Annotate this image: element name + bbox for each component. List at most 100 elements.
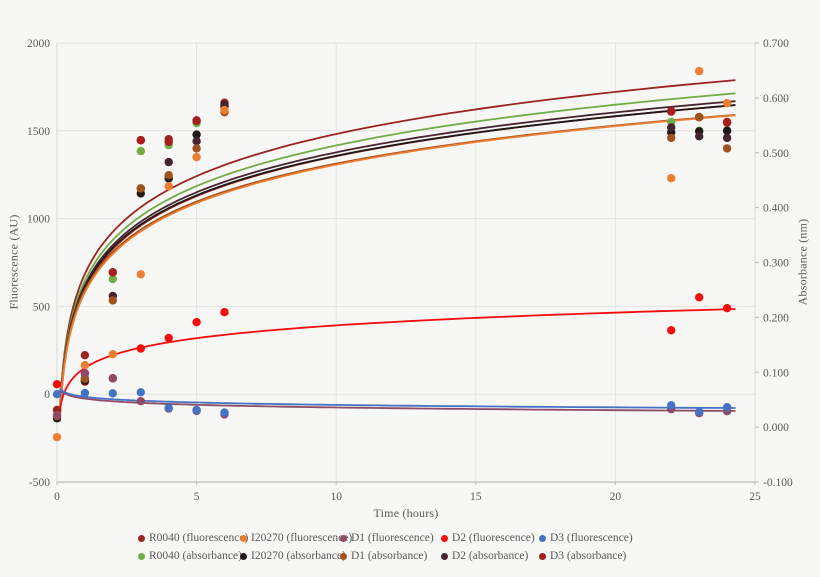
y-right-tick-label: 0.500 xyxy=(763,148,789,160)
legend-marker-icon xyxy=(340,552,347,560)
y-right-tick-label: 0.600 xyxy=(763,93,789,105)
data-point-d2-fluorescence- xyxy=(667,326,676,335)
legend-marker-icon xyxy=(441,552,448,560)
data-point-i20270-fluorescence- xyxy=(667,174,676,183)
legend-label: D3 (fluorescence) xyxy=(550,532,633,544)
chart-legend: R0040 (fluorescence) I20270 (fluorescence… xyxy=(138,529,649,565)
data-point-d3-fluorescence- xyxy=(220,408,229,417)
data-point-d2-absorbance- xyxy=(192,137,201,146)
legend-label: D2 (absorbance) xyxy=(452,550,529,562)
legend-item-d2-absorbance-: D2 (absorbance) xyxy=(441,550,539,562)
data-point-r0040-absorbance- xyxy=(108,274,118,284)
legend-marker-icon xyxy=(240,552,247,560)
data-point-d3-fluorescence- xyxy=(667,401,676,410)
y-right-tick-label: 0.400 xyxy=(763,203,789,215)
data-point-d2-absorbance- xyxy=(667,123,676,132)
trendline-d3-fluorescence- xyxy=(58,388,736,409)
data-point-d1-fluorescence- xyxy=(108,374,118,383)
data-point-d3-absorbance- xyxy=(164,137,173,146)
data-point-d3-fluorescence- xyxy=(52,390,62,399)
x-tick-label: 0 xyxy=(54,491,60,503)
y-left-tick-label: -500 xyxy=(29,477,50,489)
legend-label: R0040 (fluorescence) xyxy=(149,532,249,544)
legend-marker-icon xyxy=(138,552,145,560)
legend-label: D3 (absorbance) xyxy=(550,550,627,562)
data-point-d2-fluorescence- xyxy=(722,304,732,313)
data-point-i20270-absorbance- xyxy=(192,130,201,139)
data-point-i20270-absorbance- xyxy=(722,126,732,135)
legend-marker-icon xyxy=(539,534,546,542)
data-point-d1-absorbance- xyxy=(192,144,201,153)
data-point-d1-absorbance- xyxy=(164,171,173,180)
data-point-d2-fluorescence- xyxy=(136,344,145,353)
legend-item-d2-fluorescence-: D2 (fluorescence) xyxy=(441,532,539,544)
legend-item-d3-fluorescence-: D3 (fluorescence) xyxy=(539,532,649,544)
y-left-tick-label: 1500 xyxy=(27,126,50,138)
data-point-d2-fluorescence- xyxy=(164,333,173,343)
data-point-d3-fluorescence- xyxy=(695,407,704,416)
x-tick-label: 25 xyxy=(749,491,761,503)
data-point-i20270-fluorescence- xyxy=(220,105,229,115)
data-point-d1-fluorescence- xyxy=(136,397,145,406)
data-point-d1-absorbance- xyxy=(667,133,676,143)
y-right-tick-label: 0.700 xyxy=(763,38,789,50)
data-point-i20270-fluorescence- xyxy=(695,66,704,76)
data-point-d3-fluorescence- xyxy=(80,388,90,398)
data-point-i20270-fluorescence- xyxy=(722,99,732,108)
legend-item-d1-absorbance-: D1 (absorbance) xyxy=(340,550,441,562)
legend-marker-icon xyxy=(539,552,546,560)
data-point-d2-absorbance- xyxy=(722,133,732,143)
legend-marker-icon xyxy=(138,534,145,542)
legend-item-d1-fluorescence-: D1 (fluorescence) xyxy=(340,532,441,544)
legend-marker-icon xyxy=(340,534,347,542)
trendline-d1-absorbance- xyxy=(58,114,736,417)
data-point-i20270-fluorescence- xyxy=(108,350,118,359)
data-point-d1-fluorescence- xyxy=(80,368,90,378)
data-point-d3-absorbance- xyxy=(108,268,118,277)
x-tick-label: 10 xyxy=(330,491,342,503)
data-point-d2-fluorescence- xyxy=(52,380,62,389)
trendline-d2-absorbance- xyxy=(58,100,736,418)
data-point-d2-absorbance- xyxy=(695,132,704,141)
data-point-i20270-fluorescence- xyxy=(164,182,173,191)
y-right-tick-label: 0.200 xyxy=(763,312,789,324)
legend-marker-icon xyxy=(240,534,247,542)
data-point-d3-fluorescence- xyxy=(108,389,118,398)
data-point-d3-fluorescence- xyxy=(136,388,145,397)
data-point-d2-fluorescence- xyxy=(695,293,704,302)
legend-marker-icon xyxy=(441,534,448,542)
y-right-tick-label: -0.100 xyxy=(763,477,793,489)
data-point-d3-fluorescence- xyxy=(192,405,201,415)
y-left-tick-label: 500 xyxy=(33,301,51,313)
legend-item-r0040-fluorescence-: R0040 (fluorescence) xyxy=(138,532,248,544)
y-axis-right-title: Absorbance (nm) xyxy=(795,218,810,306)
data-point-d3-absorbance- xyxy=(192,116,201,126)
y-left-tick-label: 1000 xyxy=(27,214,50,226)
y-right-tick-label: 0.000 xyxy=(763,422,789,434)
data-point-d1-absorbance- xyxy=(108,296,118,305)
trendline-i20270-fluorescence- xyxy=(58,114,736,421)
legend-item-d3-absorbance-: D3 (absorbance) xyxy=(539,550,649,562)
data-point-i20270-fluorescence- xyxy=(80,361,90,370)
data-point-i20270-fluorescence- xyxy=(192,152,201,162)
legend-label: D2 (fluorescence) xyxy=(452,532,535,544)
data-point-d2-absorbance- xyxy=(164,157,173,167)
legend-item-i20270-fluorescence-: I20270 (fluorescence) xyxy=(240,532,352,544)
trendline-d2-fluorescence- xyxy=(58,308,736,411)
data-point-d2-fluorescence- xyxy=(192,318,201,327)
data-point-d2-fluorescence- xyxy=(220,308,229,317)
legend-label: R0040 (absorbance) xyxy=(149,550,242,562)
y-left-tick-label: 2000 xyxy=(27,38,50,50)
data-point-i20270-fluorescence- xyxy=(52,433,62,442)
y-right-tick-label: 0.100 xyxy=(763,367,789,379)
x-axis-title: Time (hours) xyxy=(373,506,439,520)
x-tick-label: 20 xyxy=(610,491,622,503)
data-point-d1-fluorescence- xyxy=(52,411,62,420)
y-left-tick-label: 0 xyxy=(44,389,50,401)
y-axis-left-title: Fluorescence (AU) xyxy=(6,214,21,310)
x-tick-label: 15 xyxy=(470,491,482,503)
legend-label: I20270 (absorbance) xyxy=(251,550,346,562)
data-point-d3-fluorescence- xyxy=(164,403,173,413)
